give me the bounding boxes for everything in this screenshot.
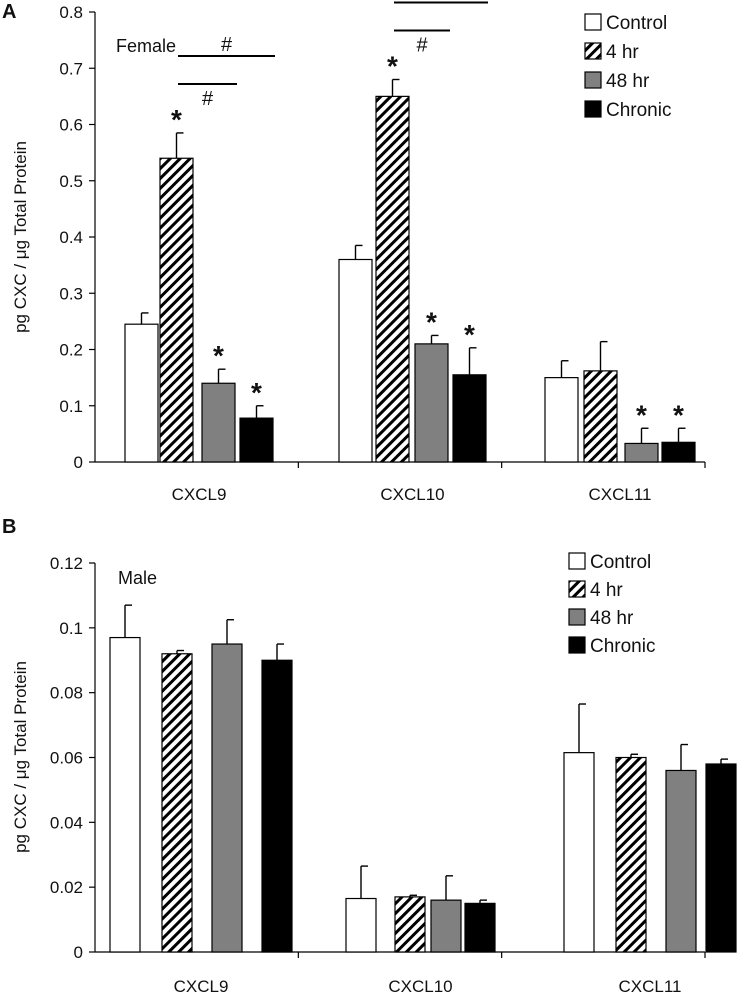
panel-annotation: Male — [118, 568, 157, 588]
bar — [201, 382, 236, 463]
y-tick-label: 0.1 — [59, 619, 83, 638]
bar — [375, 95, 410, 463]
legend-swatch — [584, 100, 602, 118]
bar — [211, 643, 243, 953]
panel-letter: A — [2, 1, 16, 23]
significance-star: * — [213, 340, 224, 371]
y-tick-label: 0.5 — [59, 172, 83, 191]
bar — [159, 157, 194, 463]
bar — [665, 769, 697, 953]
bar — [345, 897, 377, 953]
significance-hash: # — [221, 34, 233, 56]
y-tick-label: 0.4 — [59, 228, 83, 247]
bar — [239, 417, 274, 463]
legend-swatch — [568, 636, 586, 654]
legend-swatch — [584, 13, 602, 31]
legend-swatch — [568, 608, 586, 626]
bar — [109, 636, 141, 953]
y-tick-label: 0.2 — [59, 341, 83, 360]
significance-hash: # — [416, 35, 428, 57]
bar — [338, 258, 373, 463]
legend: Control 4 hr 48 hr Chronic — [568, 552, 655, 657]
category-label: CXCL11 — [589, 485, 652, 504]
legend-label: 4 hr — [606, 42, 639, 63]
legend: Control 4 hr 48 hr Chronic — [584, 13, 671, 121]
legend-label: 48 hr — [606, 71, 650, 92]
y-tick-label: 0 — [74, 943, 83, 962]
bar — [124, 323, 159, 463]
legend-label: Control — [606, 13, 667, 34]
category-label: CXCL9 — [174, 977, 229, 996]
bar — [583, 370, 618, 463]
bar — [544, 377, 579, 463]
significance-hash: # — [435, 0, 447, 3]
bar — [452, 374, 487, 463]
significance-star: * — [464, 319, 475, 350]
bar — [430, 899, 462, 953]
bar — [414, 343, 449, 463]
y-tick-label: 0 — [74, 453, 83, 472]
panel-annotation: Female — [116, 36, 176, 56]
y-tick-label: 0.3 — [59, 284, 83, 303]
legend-swatch — [584, 71, 602, 89]
y-tick-label: 0.6 — [59, 116, 83, 135]
y-tick-label: 0.7 — [59, 59, 83, 78]
significance-star: * — [673, 399, 684, 430]
legend-swatch — [568, 552, 586, 570]
legend-swatch — [568, 580, 586, 598]
significance-star: * — [426, 306, 437, 337]
y-tick-label: 0.06 — [50, 749, 83, 768]
legend-label: Chronic — [606, 100, 671, 121]
legend-swatch — [584, 42, 602, 60]
panel-letter: B — [2, 516, 16, 538]
bar — [563, 752, 595, 953]
category-label: CXCL9 — [172, 485, 227, 504]
significance-star: * — [171, 104, 182, 135]
panel-a: A 0 0.1 0.2 0.3 0.4 0.5 0.6 0.7 0.8 pg CXC / μg To… — [2, 0, 706, 504]
bar — [624, 442, 659, 463]
legend-label: Control — [590, 552, 651, 573]
y-tick-label: 0.08 — [50, 684, 83, 703]
legend-label: 4 hr — [590, 580, 623, 601]
bar — [394, 896, 426, 953]
y-tick-label: 0.1 — [59, 397, 83, 416]
significance-star: * — [251, 377, 262, 408]
y-tick-label: 0.12 — [50, 554, 83, 573]
significance-star: * — [387, 51, 398, 82]
panel-b: B 0 0.02 0.04 0.06 0.08 0.1 0.12 pg CXC / μg Tot… — [2, 516, 737, 996]
category-label: CXCL10 — [380, 485, 444, 504]
y-tick-label: 0.8 — [59, 3, 83, 22]
y-tick-label: 0.02 — [50, 878, 83, 897]
significance-star: * — [636, 399, 647, 430]
y-axis-title: pg CXC / μg Total Protein — [11, 661, 30, 853]
bar — [464, 902, 496, 953]
y-tick-label: 0.04 — [50, 813, 83, 832]
bar — [261, 659, 293, 953]
category-label: CXCL10 — [388, 977, 452, 996]
category-label: CXCL11 — [619, 977, 682, 996]
legend-label: 48 hr — [590, 608, 634, 629]
bar — [661, 441, 696, 463]
bar — [161, 653, 193, 953]
bar — [615, 756, 647, 953]
y-axis-title: pg CXC / μg Total Protein — [11, 141, 30, 333]
legend-label: Chronic — [590, 636, 655, 657]
significance-hash: # — [202, 88, 214, 110]
bar — [705, 763, 737, 953]
